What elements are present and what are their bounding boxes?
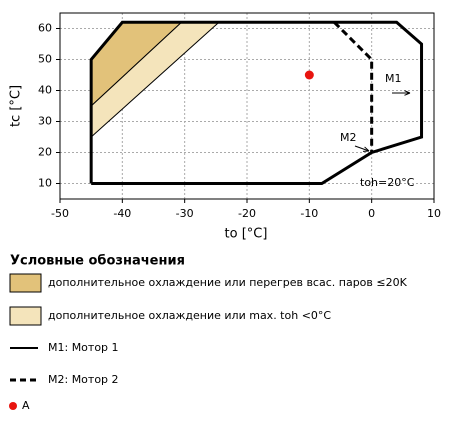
legend-swatch (9, 273, 42, 293)
arrow (354, 145, 370, 152)
y-tick-label: 40 (38, 84, 52, 97)
x-axis-label: to [°C] (225, 227, 268, 242)
x-tick-label: 10 (427, 207, 441, 220)
x-tick-label: 0 (368, 207, 375, 220)
envelope-line (333, 21, 374, 153)
legend-swatch (9, 402, 17, 410)
legend-label: M2: Мотор 2 (48, 373, 119, 386)
point (304, 70, 314, 80)
annotation: M2 (340, 131, 357, 144)
arrow-head (362, 146, 370, 152)
y-tick-label: 60 (38, 22, 52, 35)
y-axis-label: tc [°C] (9, 85, 24, 127)
annotation: M1 (385, 72, 402, 85)
x-tick-label: -10 (300, 207, 318, 220)
legend-label: A (22, 399, 30, 412)
plot-frame (59, 12, 435, 200)
annotation: toh=20°C (360, 176, 415, 189)
envelope-line (89, 20, 424, 185)
y-tick-label: 10 (38, 177, 52, 190)
y-tick-label: 20 (38, 146, 52, 159)
y-tick-label: 50 (38, 53, 52, 66)
x-tick-label: -50 (51, 207, 69, 220)
x-tick-label: -30 (176, 207, 194, 220)
legend-label: дополнительное охлаждение или max. toh <… (48, 309, 331, 322)
arrow-head (404, 90, 411, 96)
y-tick-label: 30 (38, 115, 52, 128)
x-tick-label: -40 (113, 207, 131, 220)
legend-label: дополнительное охлаждение или перегрев в… (48, 276, 408, 289)
legend-title: Условные обозначения (10, 254, 185, 269)
x-tick-label: -20 (238, 207, 256, 220)
legend-label: M1: Мотор 1 (48, 341, 119, 354)
legend-swatch (9, 306, 42, 326)
